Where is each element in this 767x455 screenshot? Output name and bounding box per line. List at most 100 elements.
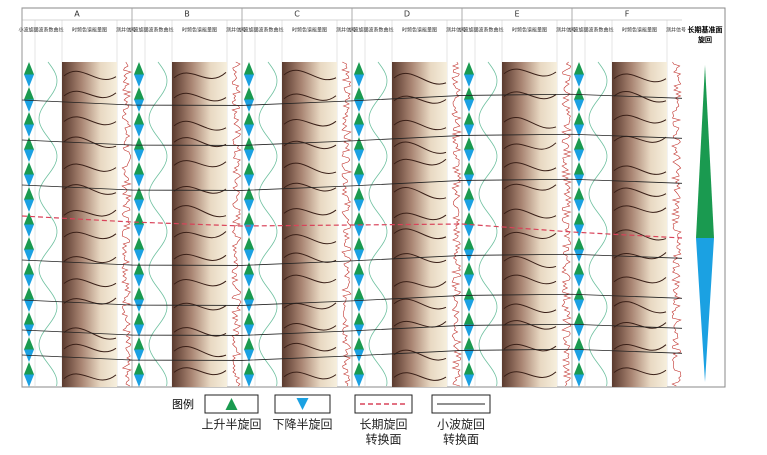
rising-triangle: [24, 112, 34, 125]
spectrogram-contour: [173, 346, 227, 358]
falling-triangle: [574, 74, 584, 87]
falling-triangle: [24, 99, 34, 112]
log-signal: [341, 61, 353, 387]
well-name: E: [514, 10, 519, 19]
legend-label: 转换面: [443, 432, 479, 447]
spectrogram-contour: [63, 231, 117, 240]
spectrogram-contour: [613, 276, 667, 284]
falling-triangle: [574, 124, 584, 137]
spectrogram-contour: [283, 342, 337, 352]
rising-triangle: [134, 312, 144, 325]
falling-triangle: [244, 99, 254, 112]
falling-triangle: [354, 99, 364, 112]
falling-triangle: [24, 149, 34, 162]
spectrogram-contour: [283, 234, 337, 245]
spectrogram-contour: [63, 116, 117, 126]
sub-header: 小波旋回: [18, 27, 38, 34]
falling-triangle: [24, 249, 34, 262]
spectrogram-contour: [613, 90, 667, 103]
spectrogram-contour: [503, 208, 557, 219]
sub-header: 小波系数曲线: [473, 27, 503, 34]
coefficient-curve: [258, 61, 278, 387]
spectrogram-contour: [63, 297, 117, 305]
falling-triangle: [574, 174, 584, 187]
spectrogram-contour: [393, 320, 447, 328]
sub-header: 测井信号: [666, 27, 686, 34]
spectrogram: [612, 62, 667, 387]
rising-triangle: [574, 112, 584, 125]
rising-triangle: [464, 262, 474, 275]
falling-triangle: [464, 99, 474, 112]
sub-header: 测井信号: [556, 27, 576, 34]
spectrogram-contour: [613, 165, 667, 175]
falling-triangle: [354, 224, 364, 237]
spectrogram-contour: [393, 119, 447, 131]
sub-header: 时频色谱能量图: [72, 27, 107, 34]
rising-triangle: [464, 212, 474, 225]
spectrogram-contour: [283, 371, 337, 380]
coefficient-curve: [588, 61, 608, 387]
falling-triangle: [574, 249, 584, 262]
right-header: 长期基准面: [688, 25, 723, 34]
sub-header: 小波旋回: [568, 27, 588, 34]
wavelet-boundary: [21, 253, 683, 266]
spectrogram-contour: [613, 344, 667, 351]
spectrogram-contour: [613, 229, 667, 241]
rising-triangle: [464, 62, 474, 75]
falling-triangle: [134, 249, 144, 262]
coefficient-curve: [38, 61, 58, 387]
spectrogram-contour: [283, 119, 337, 127]
legend-label: 上升半旋回: [201, 418, 261, 432]
wavelet-boundary: [21, 348, 683, 361]
rising-triangle: [464, 312, 474, 325]
falling-triangle: [354, 274, 364, 287]
well-name: F: [625, 10, 630, 19]
spectrogram-contour: [503, 256, 557, 269]
sub-header: 时频色谱能量图: [402, 27, 437, 34]
rising-triangle: [244, 287, 254, 300]
falling-triangle: [354, 124, 364, 137]
long-rising: [696, 65, 714, 238]
sub-header: 小波旋回: [458, 27, 478, 34]
falling-triangle: [24, 124, 34, 137]
rising-triangle: [354, 137, 364, 150]
falling-triangle: [464, 274, 474, 287]
spectrogram-contour: [173, 120, 227, 131]
falling-triangle: [464, 149, 474, 162]
spectrogram-contour: [173, 367, 227, 376]
falling-triangle: [574, 199, 584, 212]
spectrogram-contour: [283, 93, 337, 101]
falling-triangle: [134, 224, 144, 237]
falling-triangle: [134, 74, 144, 87]
log-signal: [451, 61, 462, 387]
spectrogram-contour: [503, 68, 557, 77]
rising-triangle: [24, 337, 34, 350]
legend-title: 图例: [172, 397, 194, 411]
falling-triangle: [464, 299, 474, 312]
falling-triangle: [354, 299, 364, 312]
rising-triangle: [24, 212, 34, 225]
spectrogram-contour: [503, 320, 557, 330]
rising-triangle: [354, 212, 364, 225]
rising-triangle: [464, 362, 474, 375]
falling-triangle: [24, 349, 34, 362]
legend-falling: [296, 398, 309, 410]
rising-triangle: [24, 87, 34, 100]
spectrogram-contour: [173, 279, 227, 287]
falling-triangle: [244, 224, 254, 237]
rising-triangle: [24, 62, 34, 75]
log-signal: [561, 61, 572, 387]
rising-triangle: [244, 87, 254, 100]
rising-triangle: [24, 312, 34, 325]
spectrogram-contour: [63, 327, 117, 340]
sub-header: 小波旋回: [348, 27, 368, 34]
rising-triangle: [354, 362, 364, 375]
rising-triangle: [244, 112, 254, 125]
rising-triangle: [574, 187, 584, 200]
falling-triangle: [244, 124, 254, 137]
spectrogram-contour: [613, 73, 667, 83]
coefficient-curve: [148, 61, 168, 387]
rising-triangle: [244, 362, 254, 375]
rising-triangle: [24, 262, 34, 275]
